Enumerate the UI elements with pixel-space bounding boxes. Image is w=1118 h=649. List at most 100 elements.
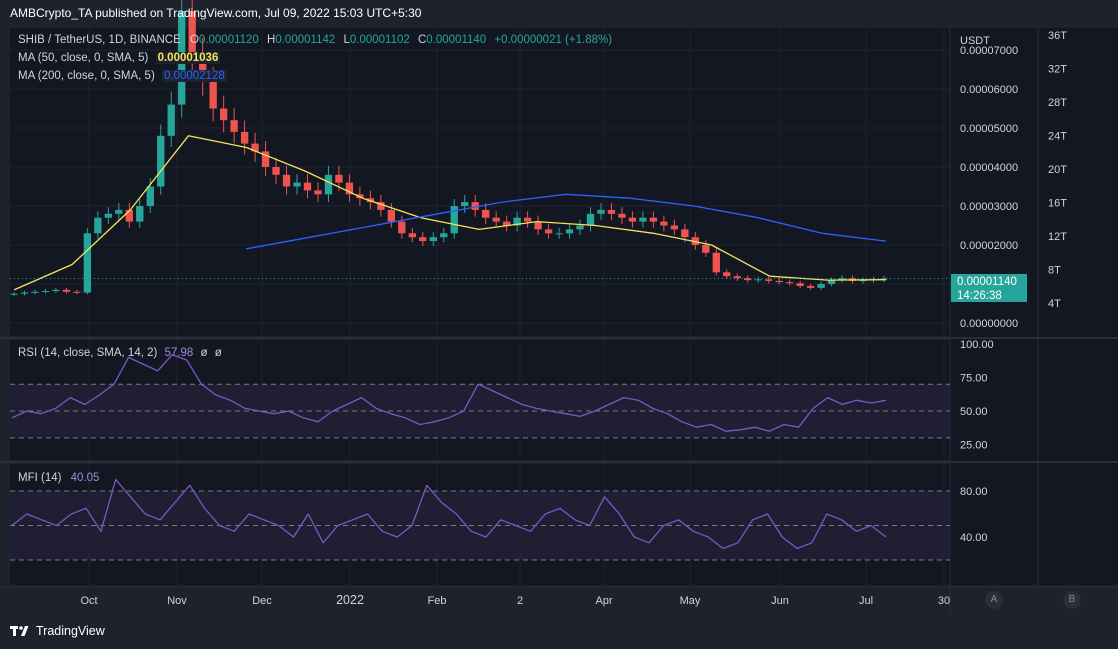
- ma200-label[interactable]: MA (200, close, 0, SMA, 5): [18, 70, 155, 82]
- candle-body: [523, 217, 532, 222]
- candle-body: [723, 272, 731, 277]
- ma50-label[interactable]: MA (50, close, 0, SMA, 5): [18, 52, 149, 64]
- candle-body: [251, 143, 259, 152]
- footer-brand[interactable]: TradingView: [10, 624, 105, 638]
- symbol-label[interactable]: SHIB / TetherUS, 1D, BINANCE: [18, 34, 181, 46]
- candle-body: [681, 229, 689, 238]
- price-scale-bg: [950, 28, 1118, 585]
- candle-body: [83, 233, 92, 293]
- candle-body: [513, 217, 521, 226]
- candle-body: [10, 293, 18, 295]
- candle-body: [429, 237, 437, 242]
- candle-body: [20, 292, 29, 294]
- y-tick-label: 0.00002000: [960, 240, 1018, 252]
- candle-body: [859, 280, 867, 282]
- candle-body: [660, 221, 668, 226]
- rsi-tick-label: 75.00: [960, 373, 988, 385]
- candle-body: [817, 284, 825, 288]
- candle-body: [754, 279, 762, 281]
- candle-body: [115, 209, 123, 214]
- high-value: 0.00001142: [275, 34, 336, 46]
- candle-body: [303, 182, 312, 191]
- candle-body: [492, 217, 500, 222]
- auto-scale-button[interactable]: A: [985, 591, 1003, 609]
- x-tick-label: 2: [517, 595, 523, 607]
- y-tick-label: 0.00003000: [960, 201, 1018, 213]
- candle-body: [335, 174, 343, 183]
- y-tick-label: 0.00007000: [960, 45, 1018, 57]
- candle-body: [136, 206, 144, 222]
- candle-body: [157, 135, 165, 187]
- x-tick-label: Dec: [252, 595, 272, 607]
- ma50-line: [13, 135, 887, 291]
- candle-body: [806, 285, 815, 288]
- x-tick-label: Oct: [80, 595, 97, 607]
- candle-body: [261, 151, 270, 167]
- candle-body: [744, 278, 752, 281]
- candle-body: [628, 217, 637, 222]
- x-tick-label: Nov: [167, 595, 187, 607]
- candle-body: [796, 283, 804, 286]
- publish-caption: AMBCrypto_TA published on TradingView.co…: [10, 6, 422, 20]
- candle-body: [230, 120, 238, 132]
- volume-tick-label: 24T: [1048, 131, 1067, 143]
- candle-body: [199, 53, 207, 82]
- candle-body: [314, 190, 322, 195]
- rsi-tick-label: 100.00: [960, 339, 994, 351]
- ma200-line: [245, 193, 887, 250]
- rsi-line: [11, 354, 887, 432]
- candle-body: [702, 245, 710, 253]
- candle-body: [104, 213, 113, 218]
- x-tick-label: Apr: [595, 595, 612, 607]
- candle-body: [324, 174, 333, 195]
- candle-body: [471, 202, 479, 210]
- candle-body: [565, 229, 574, 234]
- volume-tick-label: 32T: [1048, 64, 1067, 76]
- candle-body: [597, 209, 605, 214]
- rsi-label[interactable]: RSI (14, close, SMA, 14, 2): [18, 347, 158, 359]
- candle-body: [167, 104, 175, 136]
- ma200-legend: MA (200, close, 0, SMA, 5) 0.00002128: [18, 70, 227, 82]
- candle-body: [209, 81, 217, 109]
- mfi-tick-label: 80.00: [960, 486, 988, 498]
- ma200-value: 0.00002128: [161, 70, 227, 82]
- tradingview-logo-icon: [10, 626, 29, 636]
- candle-body: [534, 221, 542, 230]
- candle-body: [52, 289, 60, 292]
- log-scale-button[interactable]: B: [1063, 591, 1081, 609]
- candle-body: [827, 280, 836, 284]
- low-value: 0.00001102: [349, 34, 410, 46]
- candle-body: [482, 209, 490, 218]
- candle-body: [775, 280, 783, 283]
- brand-label: TradingView: [36, 624, 105, 638]
- ma50-value: 0.00001036: [155, 52, 221, 64]
- candle-body: [555, 233, 563, 235]
- open-value: 0.00001120: [198, 34, 259, 46]
- candle-body: [125, 209, 133, 222]
- rsi-value: 57.98: [164, 347, 194, 359]
- y-tick-label: 0.00006000: [960, 84, 1018, 96]
- candle-body: [94, 217, 102, 234]
- candle-body: [461, 202, 469, 206]
- volume-tick-label: 20T: [1048, 164, 1067, 176]
- bar-countdown: 14:26:38: [957, 290, 1002, 302]
- x-tick-label: 30: [938, 595, 950, 607]
- last-price-tag: 0.00001140 14:26:38: [951, 274, 1027, 302]
- candle-body: [618, 213, 626, 218]
- candle-body: [649, 217, 658, 222]
- candle-body: [607, 209, 616, 214]
- candle-body: [880, 278, 888, 280]
- mfi-label[interactable]: MFI (14): [18, 472, 62, 484]
- candle-body: [419, 237, 427, 242]
- ma50-legend: MA (50, close, 0, SMA, 5) 0.00001036: [18, 52, 221, 64]
- currency-label: USDT: [960, 35, 990, 47]
- rsi-tick-label: 50.00: [960, 406, 988, 418]
- volume-tick-label: 36T: [1048, 30, 1067, 42]
- candle-body: [387, 209, 396, 222]
- volume-tick-label: 4T: [1048, 298, 1061, 310]
- candle-body: [450, 206, 458, 234]
- volume-tick-label: 16T: [1048, 198, 1067, 210]
- candle-body: [785, 282, 794, 284]
- candle-body: [733, 276, 741, 279]
